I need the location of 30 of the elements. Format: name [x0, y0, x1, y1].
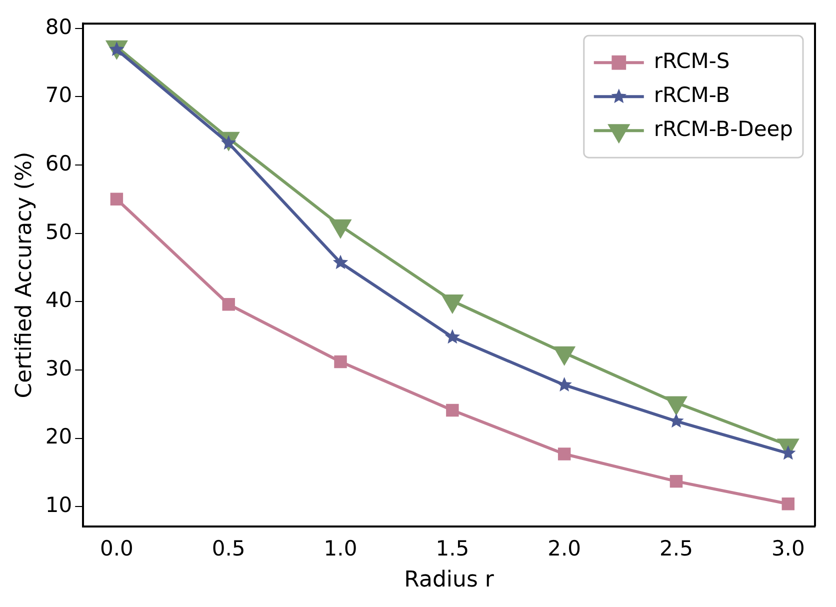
y-tick-label: 80: [45, 14, 72, 39]
y-tick-label: 50: [45, 220, 72, 244]
point: [334, 355, 347, 368]
y-tick-label: 10: [45, 493, 72, 518]
x-tick-label: 0.0: [100, 536, 134, 560]
x-tick-label: 2.0: [548, 536, 582, 560]
x-tick-label: 1.5: [436, 536, 470, 560]
legend-label: rRCM-B: [654, 83, 730, 108]
y-tick-label: 70: [45, 83, 72, 108]
x-tick-label: 1.0: [324, 536, 358, 560]
x-tick-label: 0.5: [212, 536, 246, 560]
x-tick-label: 3.0: [771, 536, 805, 560]
point: [446, 404, 459, 417]
y-tick-label: 30: [45, 356, 72, 380]
point: [110, 192, 124, 206]
y-tick-label: 20: [45, 424, 72, 449]
point: [332, 254, 348, 270]
point: [222, 298, 235, 311]
x-tick-label: 2.5: [660, 536, 693, 560]
legend-label: rRCM-S: [654, 49, 730, 74]
point: [558, 448, 571, 460]
y-axis-title: Certified Accuracy (%): [12, 152, 37, 398]
point: [556, 376, 572, 392]
x-axis-title: Radius r: [404, 568, 495, 593]
point: [670, 474, 683, 488]
legend-label: rRCM-B-Deep: [654, 117, 794, 142]
y-tick-label: 60: [45, 151, 72, 176]
y-tick-label: 40: [45, 288, 72, 312]
point: [444, 329, 460, 344]
point: [782, 497, 795, 510]
